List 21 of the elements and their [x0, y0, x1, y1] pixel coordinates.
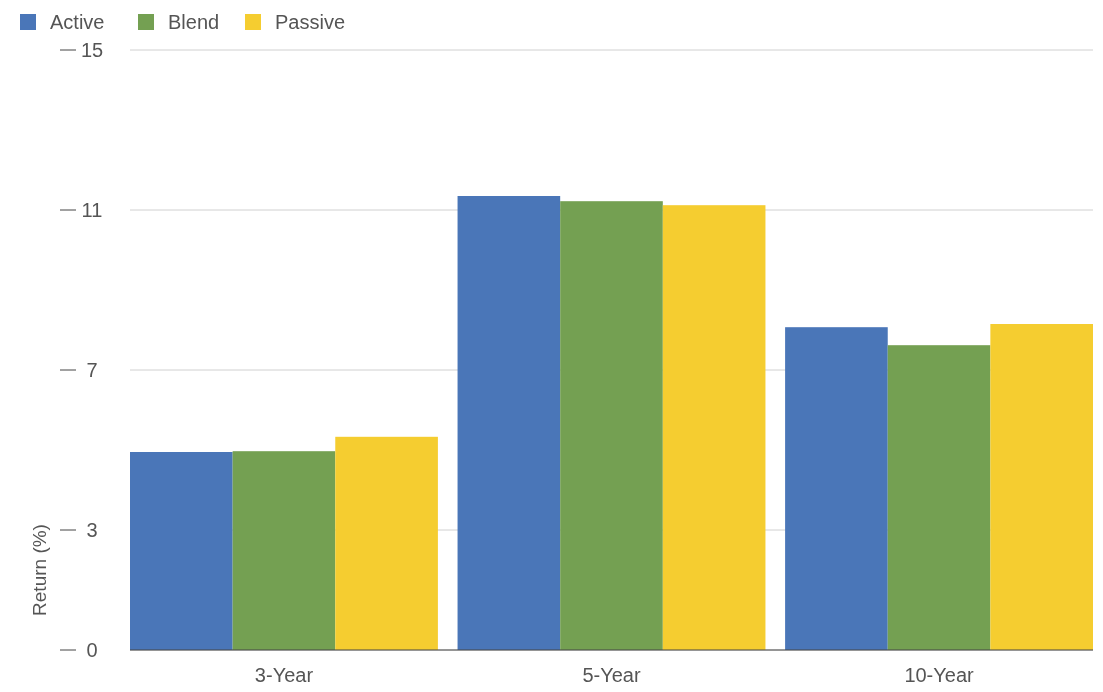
y-axis-title: Return (%): [29, 524, 50, 616]
legend-label: Passive: [275, 11, 346, 33]
bar: [560, 201, 663, 650]
x-tick-label: 10-Year: [904, 664, 975, 686]
bar: [662, 205, 766, 650]
legend-label: Blend: [168, 11, 220, 33]
x-tick-label: 3-Year: [254, 664, 314, 686]
x-tick-label: 5-Year: [582, 664, 641, 686]
y-tick-label: 3: [86, 519, 98, 541]
y-tick-label: 11: [81, 199, 103, 221]
bar: [130, 452, 233, 650]
bar: [990, 324, 1093, 650]
bar: [232, 451, 336, 650]
bar: [457, 196, 561, 650]
y-tick-label: 7: [86, 359, 98, 381]
bar: [785, 327, 888, 650]
y-tick-label: 0: [86, 639, 98, 661]
bar: [335, 436, 438, 650]
legend-label: Active: [50, 11, 105, 33]
y-tick-label: 15: [80, 39, 104, 61]
bar: [887, 345, 991, 650]
